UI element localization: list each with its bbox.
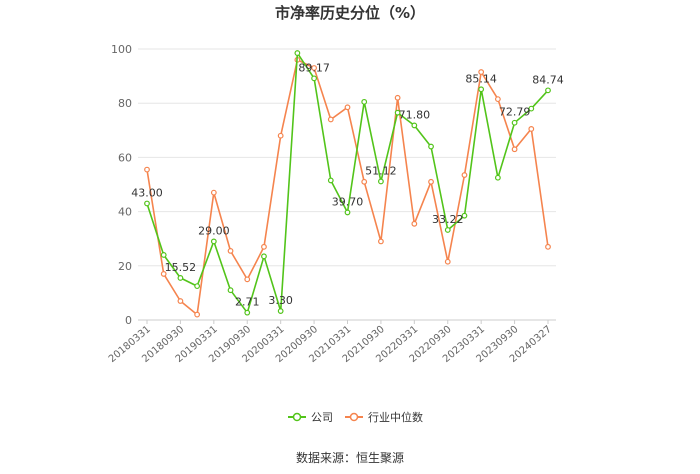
data-point <box>378 178 384 185</box>
series-group <box>144 50 551 318</box>
data-label: 33.22 <box>432 213 464 226</box>
y-axis: 0 20 40 60 80 100 <box>111 43 132 327</box>
legend-item-1[interactable]: 行业中位数 <box>345 410 423 424</box>
data-point <box>294 50 301 56</box>
data-point <box>311 65 317 71</box>
data-point <box>545 243 551 250</box>
data-point <box>244 276 251 283</box>
y-tick-label: 20 <box>118 260 132 273</box>
data-point <box>227 287 234 294</box>
legend[interactable]: 公司 行业中位数 <box>288 410 423 424</box>
data-point <box>210 238 217 245</box>
data-labels: 43.00 15.52 29.00 2.71 3.30 89.17 39.70 51.12 71… <box>131 61 564 308</box>
data-point <box>378 238 384 245</box>
data-point <box>277 132 284 139</box>
y-tick-label: 80 <box>118 97 132 110</box>
data-point <box>528 105 535 112</box>
data-point <box>160 252 167 258</box>
data-point <box>327 116 334 123</box>
data-label: 51.12 <box>365 164 397 177</box>
y-tick-label: 60 <box>118 151 132 164</box>
data-point <box>394 109 401 116</box>
data-point <box>177 275 184 281</box>
data-point <box>494 96 501 103</box>
data-point <box>494 174 501 181</box>
data-point <box>344 209 351 216</box>
legend-marker <box>349 412 359 422</box>
data-label: 89.17 <box>298 61 330 74</box>
legend-marker <box>292 412 302 422</box>
data-label: 39.70 <box>332 195 364 208</box>
legend-item-0[interactable]: 公司 <box>288 411 333 424</box>
data-point <box>344 104 351 111</box>
series-line-0 <box>146 52 549 314</box>
data-point <box>478 86 485 93</box>
legend-label: 行业中位数 <box>368 410 423 424</box>
data-point <box>227 247 234 254</box>
data-label: 71.80 <box>399 108 431 121</box>
data-point <box>461 212 468 219</box>
data-point <box>361 98 368 105</box>
data-point <box>394 94 401 101</box>
x-axis: 2018033120180930201903312019093020200331… <box>107 319 556 365</box>
data-point <box>194 283 201 290</box>
data-point <box>478 69 485 75</box>
data-point <box>277 308 284 314</box>
data-point <box>177 298 184 304</box>
data-point <box>261 243 267 250</box>
legend-label: 公司 <box>311 411 333 424</box>
source-note: 数据来源：恒生聚源 <box>296 450 404 465</box>
data-point <box>261 253 267 260</box>
chart-title: 市净率历史分位（%） <box>275 4 425 22</box>
data-point <box>244 309 251 316</box>
data-point <box>428 178 434 185</box>
data-point <box>194 311 201 318</box>
grid-lines <box>138 48 556 321</box>
data-point <box>511 146 518 153</box>
data-label: 29.00 <box>198 224 230 237</box>
data-label: 15.52 <box>165 261 197 274</box>
data-label: 84.74 <box>532 73 564 86</box>
data-point <box>444 227 451 233</box>
data-point <box>461 172 468 178</box>
data-point <box>144 166 150 173</box>
data-label: 43.00 <box>131 186 163 199</box>
data-point <box>311 75 317 82</box>
data-point <box>545 87 551 94</box>
data-label: 85.14 <box>465 72 497 85</box>
data-point <box>411 220 418 227</box>
data-point <box>444 258 451 265</box>
y-tick-label: 0 <box>125 314 132 327</box>
data-label: 72.79 <box>499 106 531 119</box>
y-tick-label: 100 <box>111 43 132 56</box>
series-line-1 <box>146 58 549 316</box>
data-point <box>210 189 217 196</box>
data-point <box>160 271 167 277</box>
data-point <box>144 200 150 207</box>
data-label: 3.30 <box>268 294 293 307</box>
data-point <box>511 119 518 126</box>
data-point <box>411 122 418 129</box>
data-point <box>428 143 434 150</box>
data-point <box>361 178 368 185</box>
data-point <box>327 177 334 184</box>
data-point <box>528 126 535 132</box>
data-label: 2.71 <box>235 296 260 309</box>
y-tick-label: 40 <box>118 206 132 219</box>
